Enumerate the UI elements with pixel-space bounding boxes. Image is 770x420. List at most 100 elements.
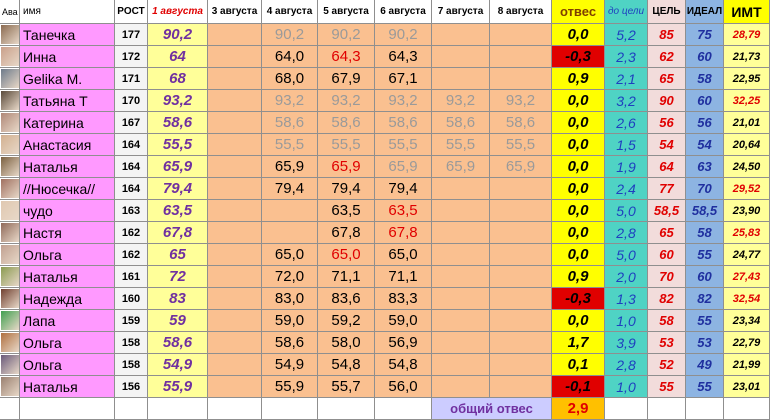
empty-cell bbox=[20, 398, 115, 420]
avatar bbox=[1, 69, 19, 88]
table-cell: 59,0 bbox=[375, 310, 432, 332]
table-cell: 55 bbox=[648, 376, 686, 398]
table-cell: 67,8 bbox=[318, 222, 375, 244]
table-cell: 0,0 bbox=[552, 200, 605, 222]
table-cell: 58 bbox=[686, 68, 724, 90]
table-cell: 0,1 bbox=[552, 354, 605, 376]
table-cell bbox=[490, 376, 552, 398]
table-cell: 65,9 bbox=[490, 156, 552, 178]
table-cell: 58,6 bbox=[490, 112, 552, 134]
table-cell: 58 bbox=[648, 310, 686, 332]
table-cell: 170 bbox=[115, 90, 148, 112]
table-cell: 0,0 bbox=[552, 24, 605, 46]
empty-cell bbox=[605, 398, 648, 420]
table-cell: 172 bbox=[115, 46, 148, 68]
table-cell: 24,77 bbox=[724, 244, 770, 266]
table-cell: 79,4 bbox=[262, 178, 318, 200]
table-cell: 70 bbox=[648, 266, 686, 288]
column-header: Ава bbox=[0, 0, 20, 24]
table-cell: Катерина bbox=[20, 112, 115, 134]
table-cell bbox=[208, 68, 262, 90]
table-cell: 90,2 bbox=[375, 24, 432, 46]
table-cell: 65 bbox=[648, 222, 686, 244]
table-cell: 0,9 bbox=[552, 68, 605, 90]
avatar bbox=[1, 355, 19, 374]
table-cell: 160 bbox=[115, 288, 148, 310]
table-cell: 72,0 bbox=[262, 266, 318, 288]
table-cell bbox=[208, 310, 262, 332]
table-cell: //Нюсечка// bbox=[20, 178, 115, 200]
table-cell: 22,95 bbox=[724, 68, 770, 90]
table-cell: 93,2 bbox=[375, 90, 432, 112]
table-cell: Настя bbox=[20, 222, 115, 244]
avatar-cell bbox=[0, 178, 20, 200]
table-cell bbox=[432, 222, 490, 244]
table-cell: Инна bbox=[20, 46, 115, 68]
table-cell bbox=[208, 134, 262, 156]
table-cell: -0,3 bbox=[552, 46, 605, 68]
table-cell: 2,8 bbox=[605, 354, 648, 376]
table-cell: 93,2 bbox=[318, 90, 375, 112]
avatar bbox=[1, 91, 19, 110]
table-cell: 83,0 bbox=[262, 288, 318, 310]
table-cell: 55,9 bbox=[148, 376, 208, 398]
table-cell bbox=[490, 310, 552, 332]
avatar-cell bbox=[0, 24, 20, 46]
table-cell: 59 bbox=[148, 310, 208, 332]
table-cell: 53 bbox=[648, 332, 686, 354]
table-cell: 93,2 bbox=[262, 90, 318, 112]
empty-cell bbox=[208, 398, 262, 420]
column-header: 4 августа bbox=[262, 0, 318, 24]
table-cell: 79,4 bbox=[375, 178, 432, 200]
table-cell: 82 bbox=[686, 288, 724, 310]
avatar bbox=[1, 267, 19, 286]
table-cell: 60 bbox=[686, 266, 724, 288]
empty-cell bbox=[262, 398, 318, 420]
table-cell bbox=[432, 354, 490, 376]
table-cell: 58,5 bbox=[648, 200, 686, 222]
empty-cell bbox=[648, 398, 686, 420]
table-cell: 3,2 bbox=[605, 90, 648, 112]
table-cell: 65,9 bbox=[318, 156, 375, 178]
table-cell: 21,01 bbox=[724, 112, 770, 134]
empty-cell bbox=[115, 398, 148, 420]
avatar-cell bbox=[0, 222, 20, 244]
table-cell: 64,0 bbox=[262, 46, 318, 68]
table-cell: 93,2 bbox=[490, 90, 552, 112]
table-cell bbox=[208, 200, 262, 222]
table-cell: 93,2 bbox=[432, 90, 490, 112]
table-cell: 79,4 bbox=[148, 178, 208, 200]
table-cell: 70 bbox=[686, 178, 724, 200]
table-cell: 2,3 bbox=[605, 46, 648, 68]
avatar-cell bbox=[0, 354, 20, 376]
table-cell: 68,0 bbox=[262, 68, 318, 90]
table-cell: 64 bbox=[148, 46, 208, 68]
table-cell: 60 bbox=[686, 90, 724, 112]
table-cell: 162 bbox=[115, 244, 148, 266]
table-cell: 1,0 bbox=[605, 310, 648, 332]
table-cell bbox=[432, 376, 490, 398]
table-cell: 90,2 bbox=[262, 24, 318, 46]
total-value: 2,9 bbox=[552, 398, 605, 420]
table-cell: Ольга bbox=[20, 244, 115, 266]
table-cell: 0,0 bbox=[552, 90, 605, 112]
avatar bbox=[1, 289, 19, 308]
table-cell: 56 bbox=[686, 112, 724, 134]
empty-cell bbox=[724, 398, 770, 420]
table-cell: 67,8 bbox=[375, 222, 432, 244]
table-cell: Лапа bbox=[20, 310, 115, 332]
table-cell: 161 bbox=[115, 266, 148, 288]
avatar-cell bbox=[0, 288, 20, 310]
table-cell: 63,5 bbox=[318, 200, 375, 222]
table-cell: 24,50 bbox=[724, 156, 770, 178]
table-cell: 59,2 bbox=[318, 310, 375, 332]
avatar-cell bbox=[0, 90, 20, 112]
table-cell: 2,0 bbox=[605, 266, 648, 288]
table-cell: 63,5 bbox=[375, 200, 432, 222]
table-cell bbox=[432, 244, 490, 266]
table-cell: 71,1 bbox=[375, 266, 432, 288]
table-cell bbox=[432, 310, 490, 332]
table-cell bbox=[490, 222, 552, 244]
table-cell: 55,5 bbox=[432, 134, 490, 156]
